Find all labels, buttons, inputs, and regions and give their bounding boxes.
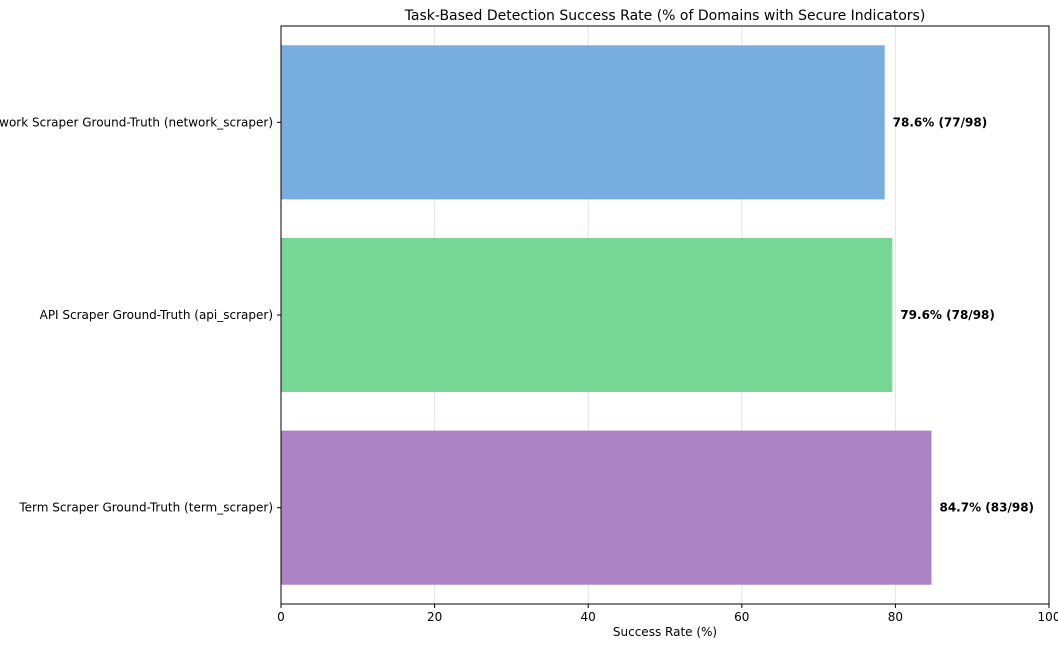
x-tick-label: 20 [427, 610, 442, 624]
x-tick-label: 60 [734, 610, 749, 624]
y-tick-label: API Scraper Ground-Truth (api_scraper) [40, 308, 273, 322]
data-label: 78.6% (77/98) [893, 115, 988, 129]
y-tick-label: Term Scraper Ground-Truth (term_scraper) [18, 501, 273, 515]
y-tick-label: Network Scraper Ground-Truth (network_sc… [0, 115, 273, 129]
bars [281, 45, 932, 585]
data-label: 79.6% (78/98) [900, 308, 995, 322]
x-axis-label: Success Rate (%) [613, 625, 717, 639]
y-axis: Network Scraper Ground-Truth (network_sc… [0, 115, 281, 515]
data-labels: 78.6% (77/98) 79.6% (78/98) 84.7% (83/98) [893, 115, 1034, 514]
bar [281, 430, 932, 585]
data-label: 84.7% (83/98) [939, 501, 1034, 515]
x-axis: 0 20 40 60 80 100 [277, 604, 1058, 624]
x-tick-label: 0 [277, 610, 285, 624]
x-tick-label: 40 [581, 610, 596, 624]
x-tick-label: 80 [888, 610, 903, 624]
chart-title: Task-Based Detection Success Rate (% of … [404, 8, 926, 24]
x-tick-label: 100 [1038, 610, 1058, 624]
bar [281, 45, 885, 200]
bar [281, 237, 893, 393]
